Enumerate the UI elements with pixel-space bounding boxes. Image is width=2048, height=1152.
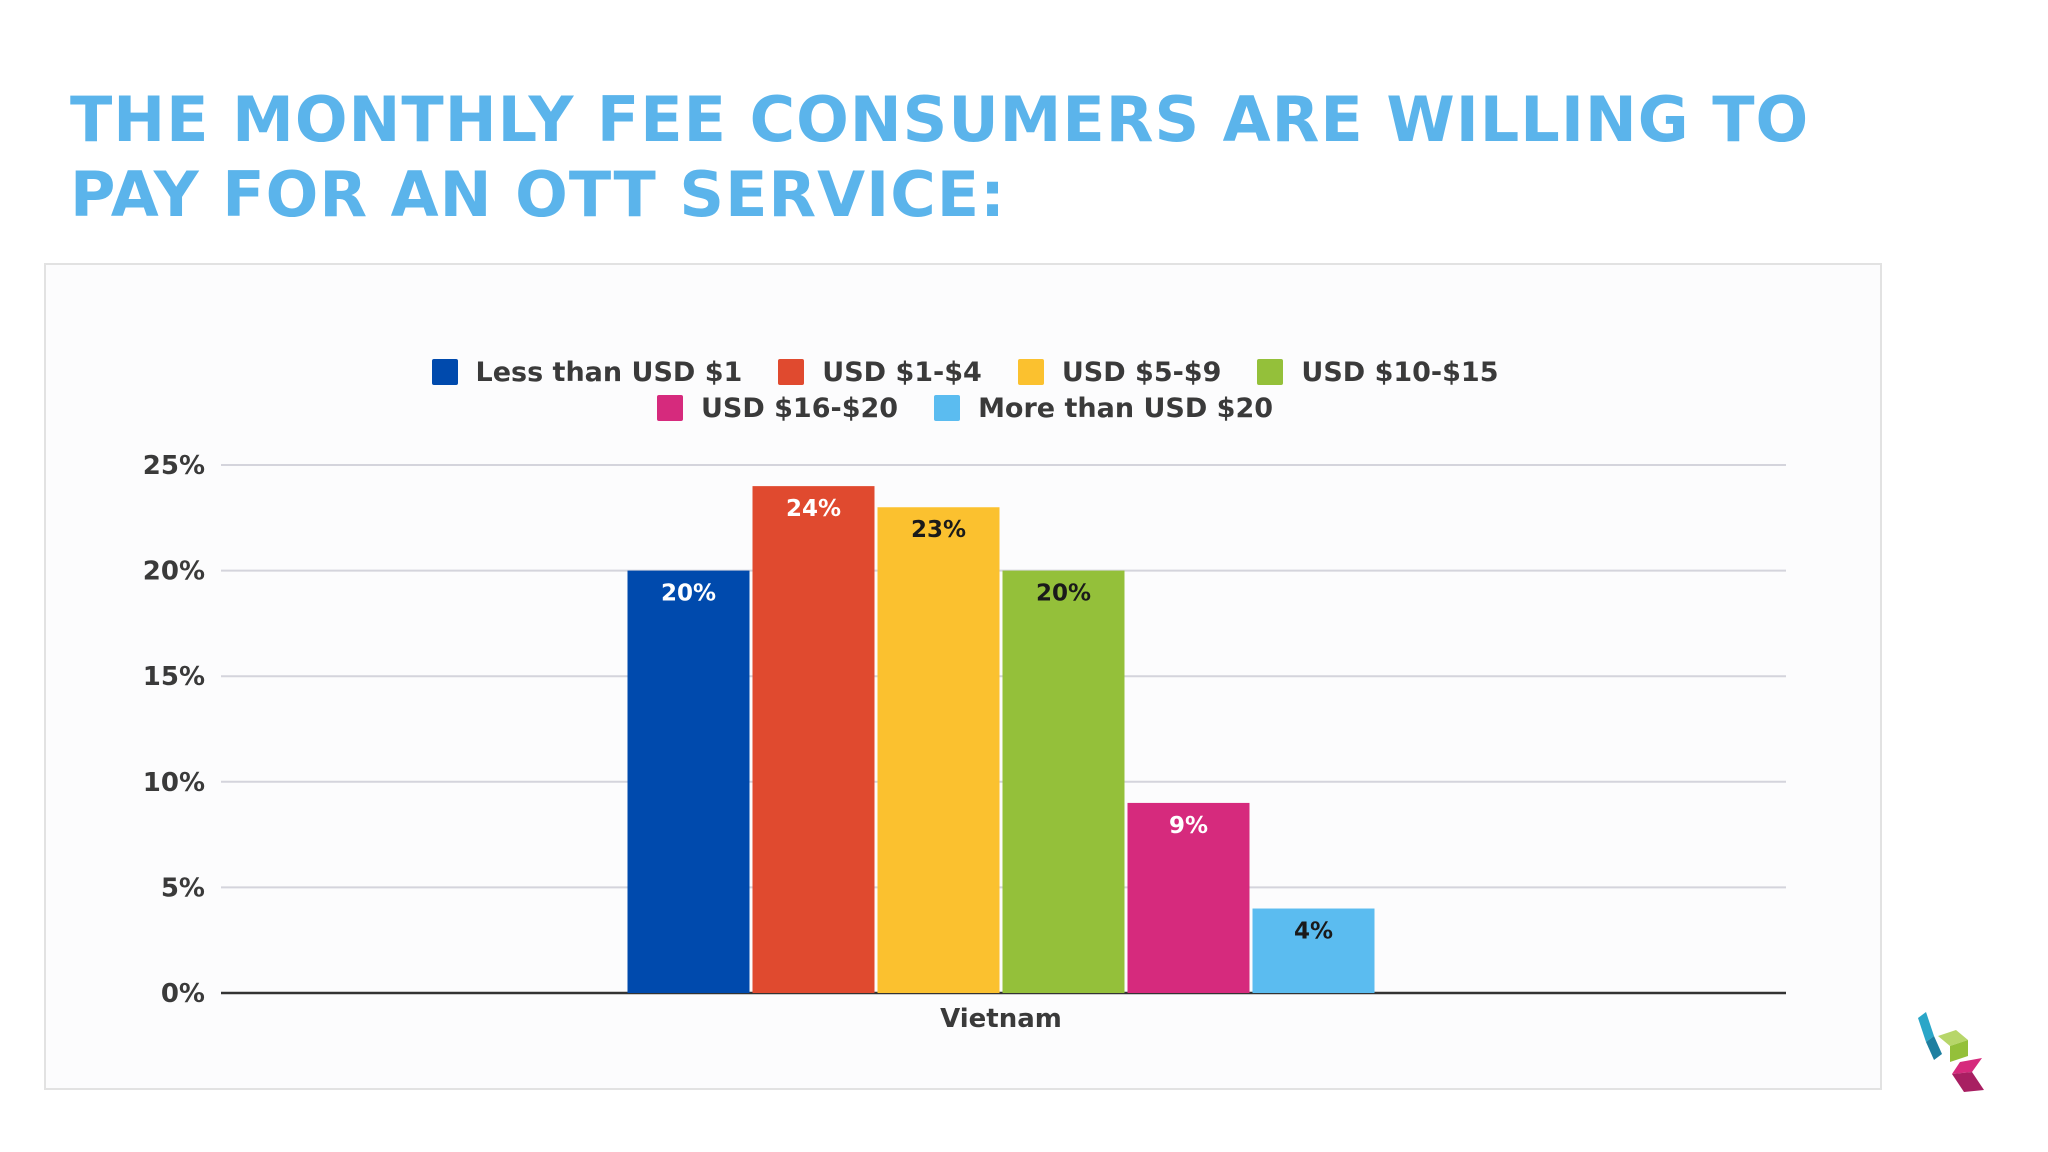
y-tick-label: 25%	[143, 451, 205, 481]
legend-swatch	[1017, 359, 1044, 385]
y-tick-label: 10%	[143, 768, 205, 798]
cubes-logo-icon	[1918, 1012, 1984, 1092]
legend-label: USD $10-$15	[1301, 356, 1499, 388]
y-tick-label: 5%	[161, 873, 205, 903]
bar-data-label: 24%	[786, 496, 841, 522]
legend-swatch	[431, 359, 458, 385]
y-tick-label: 20%	[143, 557, 205, 587]
chart-container: Less than USD $1 USD $1-$4 USD $5-$9 USD $1…	[44, 263, 1882, 1090]
x-category-label: Vietnam	[940, 1004, 1062, 1034]
legend-label: Less than USD $1	[475, 356, 743, 388]
bar	[877, 507, 1000, 993]
chart-legend: Less than USD $1 USD $1-$4 USD $5-$9 USD $1…	[46, 356, 1884, 424]
bar	[627, 570, 750, 993]
y-tick-label: 0%	[161, 979, 205, 1009]
y-tick-label: 15%	[143, 662, 205, 692]
bar-chart-plot: 0% 5% 10% 15% 20% 25% 20% 24% 23% 20% 9% 4% Vietnam	[143, 451, 1786, 1034]
legend-swatch	[934, 395, 961, 421]
bar-data-label: 23%	[911, 517, 966, 543]
bar	[752, 486, 875, 993]
legend-item: Less than USD $1	[431, 356, 743, 388]
slide-title-line-2: PAY FOR AN OTT SERVICE:	[70, 158, 1006, 231]
legend-item: USD $1-$4	[778, 356, 982, 388]
legend-label: USD $16-$20	[700, 392, 899, 424]
slide-title-line-1: THE MONTHLY FEE CONSUMERS ARE WILLING TO	[70, 83, 1810, 156]
bar	[1127, 802, 1250, 993]
legend-item: USD $5-$9	[1017, 356, 1222, 388]
legend-label: USD $1-$4	[822, 356, 982, 388]
legend-item: More than USD $20	[934, 392, 1274, 424]
bar-data-label: 9%	[1169, 813, 1208, 839]
legend-swatch	[778, 359, 805, 385]
slide-title: THE MONTHLY FEE CONSUMERS ARE WILLING TO…	[70, 82, 1870, 232]
legend-item: USD $10-$15	[1257, 356, 1499, 388]
bar	[1002, 570, 1125, 993]
legend-label: USD $5-$9	[1061, 356, 1222, 388]
bar-data-label: 20%	[661, 581, 716, 607]
bar-data-label: 4%	[1294, 919, 1333, 945]
legend-item: USD $16-$20	[656, 392, 899, 424]
legend-swatch	[656, 395, 683, 421]
bar	[1252, 908, 1375, 993]
bar-data-label: 20%	[1036, 581, 1091, 607]
legend-swatch	[1257, 359, 1284, 385]
legend-label: More than USD $20	[978, 392, 1274, 424]
